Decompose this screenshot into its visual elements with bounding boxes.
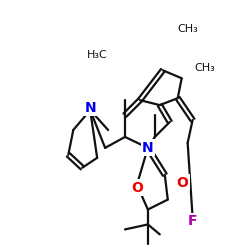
Text: N: N <box>84 101 96 115</box>
Text: O: O <box>131 181 143 195</box>
Text: CH₃: CH₃ <box>178 24 199 34</box>
Text: CH₃: CH₃ <box>194 63 215 73</box>
Text: O: O <box>177 176 188 190</box>
Text: H₃C: H₃C <box>87 50 108 60</box>
Text: F: F <box>188 214 197 228</box>
Text: N: N <box>142 141 154 155</box>
